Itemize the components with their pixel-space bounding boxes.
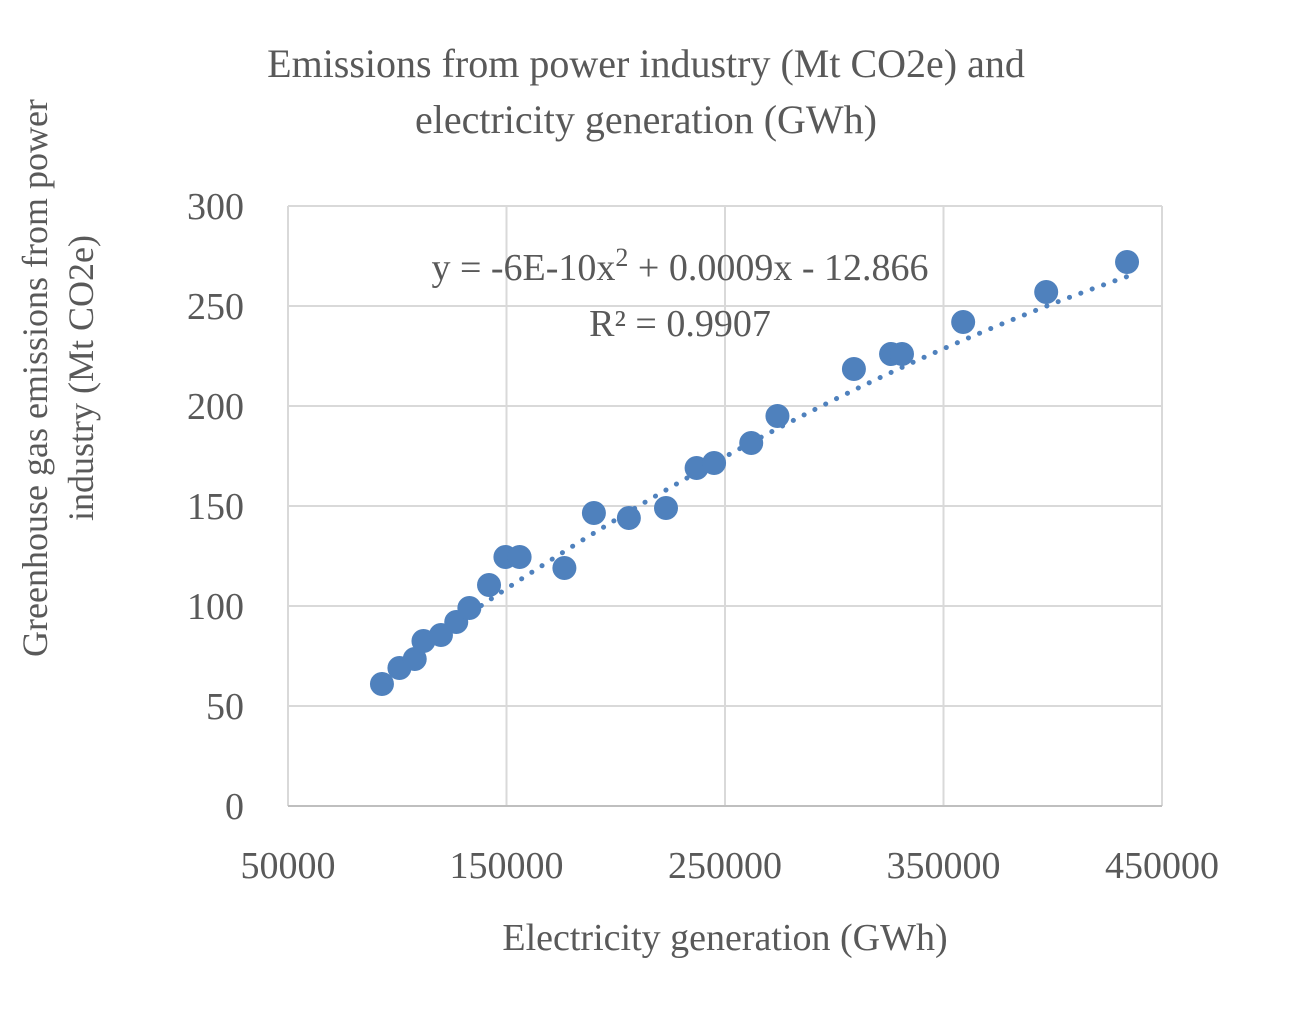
data-point xyxy=(654,496,679,520)
tick-labels: 0 50 100 150 200 250 300 50000 150000 250000 35000… xyxy=(187,186,1219,887)
chart-title-line-1: Emissions from power industry (Mt CO2e) … xyxy=(267,41,1025,86)
y-tick-label: 100 xyxy=(187,586,244,628)
trendline xyxy=(379,274,1130,678)
data-point xyxy=(477,573,502,597)
data-point xyxy=(739,431,764,455)
data-point xyxy=(1115,250,1140,274)
data-point xyxy=(702,451,727,475)
gridlines xyxy=(288,205,1163,806)
x-tick-label: 150000 xyxy=(450,845,564,887)
y-tick-label: 200 xyxy=(187,386,244,428)
y-tick-label: 150 xyxy=(187,486,244,528)
data-point xyxy=(552,556,577,580)
data-point xyxy=(951,310,976,334)
data-point xyxy=(616,506,641,530)
equation-part: y = -6E-10x xyxy=(431,247,615,289)
data-point xyxy=(402,647,427,671)
trendline-path xyxy=(379,274,1130,678)
data-point xyxy=(841,357,866,381)
data-points xyxy=(369,250,1140,696)
data-point xyxy=(889,342,914,366)
data-point xyxy=(581,501,606,525)
trendline-r-squared: R² = 0.9907 xyxy=(589,303,771,345)
y-tick-label: 50 xyxy=(206,686,244,728)
data-point xyxy=(369,672,394,696)
y-tick-label: 300 xyxy=(187,186,244,228)
data-point xyxy=(1034,280,1059,304)
data-point xyxy=(507,545,532,569)
x-tick-label: 50000 xyxy=(241,845,336,887)
x-tick-label: 350000 xyxy=(887,845,1001,887)
equation-exponent: 2 xyxy=(615,243,628,272)
data-point xyxy=(457,596,482,620)
trendline-equation: y = -6E-10x2 + 0.0009x - 12.866 xyxy=(431,243,928,289)
x-tick-label: 250000 xyxy=(668,845,782,887)
y-tick-label: 250 xyxy=(187,286,244,328)
x-tick-label: 450000 xyxy=(1105,845,1219,887)
chart-title-line-2: electricity generation (GWh) xyxy=(415,97,877,142)
x-axis-title: Electricity generation (GWh) xyxy=(502,917,947,959)
y-tick-label: 0 xyxy=(225,786,244,828)
data-point xyxy=(765,404,790,428)
axes xyxy=(287,206,1162,807)
equation-part: + 0.0009x - 12.866 xyxy=(628,247,928,289)
